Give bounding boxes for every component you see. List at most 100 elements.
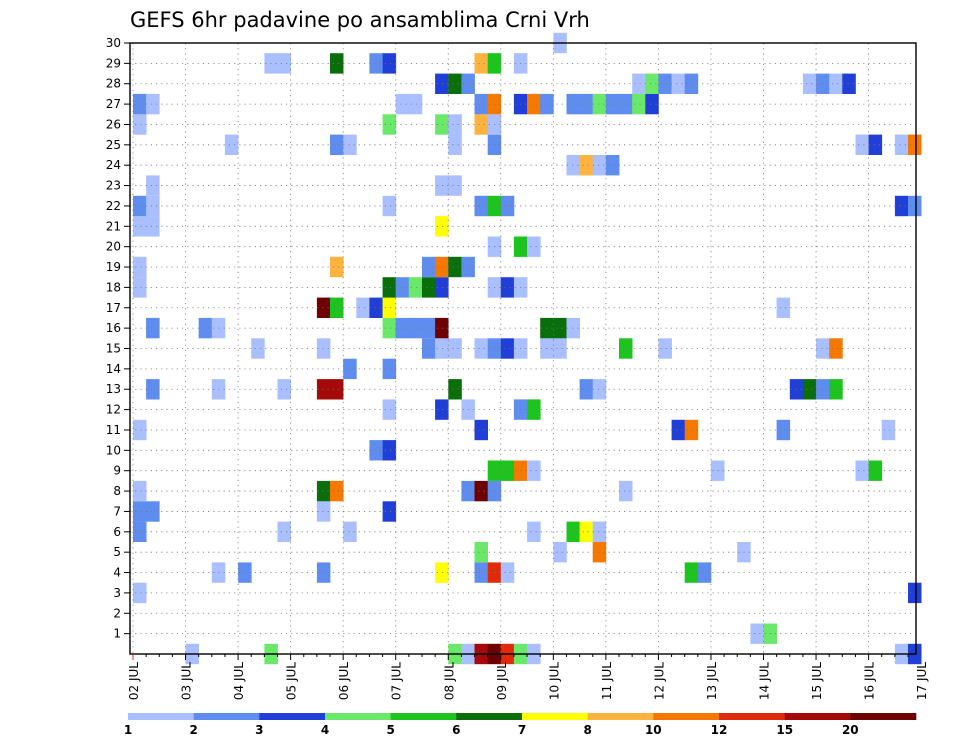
data-cell — [448, 134, 462, 155]
data-cell — [592, 93, 607, 115]
data-cell — [474, 542, 488, 563]
data-cell — [500, 338, 515, 359]
colorbar-segment — [784, 713, 851, 720]
colorbar-label: 12 — [711, 723, 728, 737]
x-tick-label: 06 JUL — [337, 662, 351, 700]
colorbar-label: 8 — [584, 723, 592, 737]
y-tick-label: 28 — [106, 77, 121, 91]
x-tick-label: 14 JUL — [758, 662, 772, 700]
y-tick-label: 21 — [106, 219, 121, 233]
data-cell — [316, 379, 331, 400]
data-cell — [802, 379, 817, 400]
x-tick-label: 12 JUL — [652, 662, 666, 700]
data-cell — [566, 521, 580, 542]
y-tick-label: 15 — [106, 342, 121, 356]
data-cell — [855, 460, 869, 481]
data-cell — [868, 460, 883, 481]
colorbar-segment — [719, 713, 785, 720]
data-cell — [330, 53, 344, 74]
data-cell — [277, 53, 291, 74]
data-cell — [448, 256, 462, 278]
data-cell — [435, 175, 449, 196]
x-tick-label: 08 JUL — [442, 662, 456, 700]
data-cell — [448, 379, 462, 400]
data-cell — [435, 216, 449, 237]
y-tick-label: 9 — [113, 464, 121, 478]
y-tick-label: 12 — [106, 403, 121, 417]
data-cell — [422, 277, 436, 298]
data-cell — [133, 419, 147, 441]
y-tick-label: 13 — [106, 382, 121, 396]
y-tick-label: 16 — [106, 321, 121, 335]
data-cell — [382, 53, 397, 74]
y-tick-label: 1 — [113, 627, 121, 641]
y-tick-label: 30 — [106, 36, 121, 50]
data-cell — [553, 542, 567, 563]
y-tick-label: 3 — [113, 586, 121, 600]
data-cell — [816, 73, 830, 94]
data-cell — [343, 134, 357, 155]
data-cell — [842, 73, 856, 94]
x-tick-label: 05 JUL — [285, 662, 299, 700]
data-cell — [579, 155, 594, 176]
data-cell — [579, 93, 594, 115]
data-cell — [684, 562, 699, 583]
data-cell — [146, 501, 160, 522]
colorbar: 1 2 3 4 5 6 7 8 10 12 15 20 — [124, 713, 917, 737]
data-cell — [448, 338, 462, 359]
data-cell — [382, 277, 397, 298]
data-cell — [382, 358, 397, 380]
data-cell — [632, 93, 646, 115]
y-tick-label: 11 — [106, 423, 121, 437]
data-cell — [619, 480, 633, 502]
data-cell — [684, 73, 699, 94]
colorbar-label: 15 — [776, 723, 793, 737]
colorbar-label: 1 — [124, 723, 132, 737]
data-cell — [474, 338, 488, 359]
y-tick-label: 26 — [106, 117, 121, 131]
data-cell — [343, 521, 357, 542]
data-cell — [395, 277, 410, 298]
x-tick-label: 10 JUL — [547, 662, 561, 700]
data-cell — [474, 195, 488, 217]
data-cell — [330, 256, 344, 278]
y-tick-label: 8 — [113, 484, 121, 498]
data-cell — [133, 582, 147, 604]
data-cell — [500, 277, 515, 298]
data-cell — [645, 73, 659, 94]
data-cell — [605, 93, 620, 115]
data-cell — [527, 521, 541, 542]
data-cell — [133, 521, 147, 542]
data-cell — [251, 338, 265, 359]
colorbar-segment — [193, 713, 260, 720]
data-cell — [829, 338, 843, 359]
data-cell — [802, 73, 817, 94]
x-tick-label: 09 JUL — [495, 662, 509, 700]
data-cell — [868, 134, 883, 155]
data-cell — [566, 317, 580, 339]
data-cell — [277, 379, 291, 400]
data-cell — [382, 317, 397, 339]
data-cell — [408, 93, 423, 115]
data-cell — [435, 277, 449, 298]
data-cell — [133, 195, 147, 217]
y-tick-label: 4 — [113, 566, 121, 580]
colorbar-segment — [850, 713, 917, 720]
y-tick-label: 18 — [106, 280, 121, 294]
data-cell — [343, 358, 357, 380]
data-cell — [408, 317, 423, 339]
data-cell — [382, 114, 397, 135]
x-tick-label: 13 JUL — [705, 662, 719, 700]
data-cell — [592, 521, 607, 542]
data-cell — [369, 53, 383, 74]
x-tick-label: 02 JUL — [127, 662, 141, 700]
data-cell — [592, 379, 607, 400]
data-cell — [474, 562, 488, 583]
y-tick-label: 22 — [106, 199, 121, 213]
data-cell — [146, 175, 160, 196]
data-cell — [566, 155, 580, 176]
data-cell — [500, 195, 515, 217]
data-cell — [435, 317, 449, 339]
data-cell — [619, 338, 633, 359]
